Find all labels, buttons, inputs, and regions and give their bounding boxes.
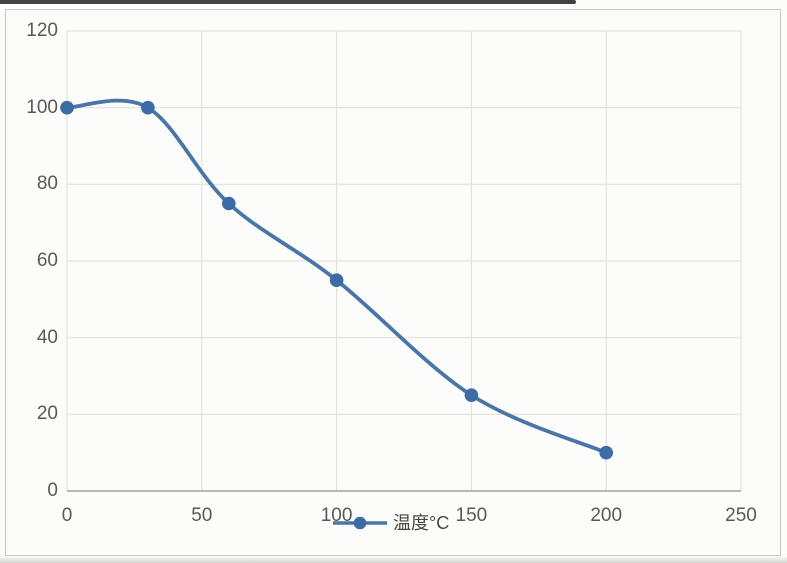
x-axis-tick-label: 100 — [320, 505, 353, 526]
data-point-marker — [464, 388, 479, 403]
y-axis-tick-label: 20 — [36, 403, 58, 425]
chart-outer-border — [5, 9, 781, 556]
y-axis-tick-label: 0 — [47, 480, 58, 501]
legend-line-marker-icon — [333, 516, 387, 530]
data-point-marker — [599, 445, 613, 460]
y-axis-tick-label: 120 — [26, 20, 58, 41]
y-axis-tick-label: 100 — [26, 96, 58, 118]
x-axis-tick-label: 50 — [191, 505, 213, 526]
data-point-marker — [141, 100, 155, 115]
data-point-marker — [222, 196, 236, 211]
x-axis-tick-label: 150 — [455, 505, 488, 526]
legend-series-label: 温度°C — [393, 513, 450, 533]
y-axis-tick-label: 60 — [36, 250, 58, 271]
x-axis-tick-label: 0 — [61, 505, 73, 526]
y-axis-tick-label: 80 — [36, 173, 58, 195]
x-axis-tick-label: 250 — [725, 505, 757, 526]
data-point-marker — [329, 273, 344, 288]
y-axis-tick-label: 40 — [36, 326, 58, 348]
data-point-marker — [60, 100, 74, 115]
chart-legend: 温度°C — [332, 512, 449, 534]
photo-top-edge-line — [0, 0, 576, 4]
x-axis-tick-label: 200 — [590, 505, 623, 526]
photo-bottom-shadow — [0, 557, 787, 563]
